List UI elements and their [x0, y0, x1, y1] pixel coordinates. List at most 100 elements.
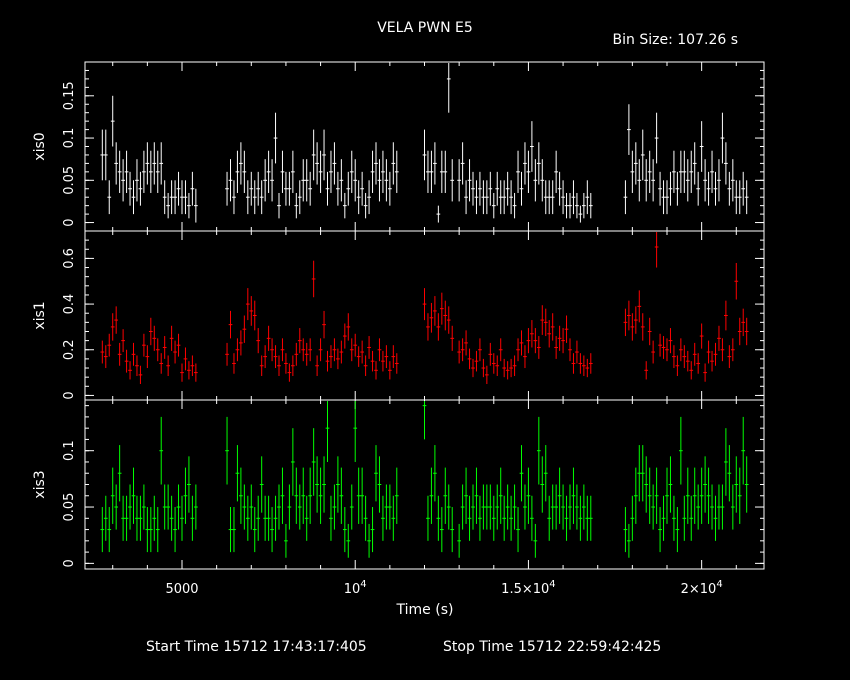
data-point	[571, 353, 576, 374]
data-point	[682, 345, 687, 369]
data-point	[661, 180, 666, 215]
data-point	[661, 495, 666, 541]
data-point	[637, 290, 642, 323]
data-point	[516, 150, 520, 193]
data-point	[284, 171, 288, 206]
data-point	[176, 171, 181, 206]
data-point	[502, 180, 507, 215]
data-point	[277, 484, 281, 530]
x-tick-label-exponent: 4	[716, 579, 722, 590]
data-point	[651, 484, 656, 530]
data-point	[242, 484, 247, 530]
data-point	[637, 159, 642, 202]
data-point	[557, 467, 562, 524]
data-point	[394, 353, 399, 374]
data-point	[308, 338, 313, 362]
data-point	[190, 171, 195, 206]
data-point	[249, 171, 254, 206]
data-point	[356, 467, 361, 524]
data-point	[568, 338, 572, 362]
data-point	[505, 171, 510, 206]
data-point	[502, 358, 507, 378]
data-point	[294, 192, 299, 219]
data-point	[356, 180, 361, 215]
data-point	[322, 310, 326, 339]
data-point	[152, 325, 157, 351]
data-point	[249, 296, 254, 326]
data-point	[568, 484, 572, 530]
data-point	[277, 355, 281, 377]
data-point	[491, 353, 496, 374]
data-point	[488, 342, 493, 366]
x-axis: 5000 104 1.5×104 2×104	[165, 579, 722, 597]
data-point	[730, 484, 735, 530]
data-point	[533, 523, 538, 558]
data-point	[263, 495, 268, 541]
data-point	[491, 192, 496, 219]
data-point	[391, 345, 396, 369]
data-point	[557, 171, 562, 206]
data-point	[360, 340, 365, 364]
data-point	[232, 353, 236, 374]
data-point	[142, 333, 146, 357]
y-tick-label: 0.1	[62, 128, 77, 149]
data-point	[301, 159, 306, 202]
data-point	[640, 313, 645, 341]
data-point	[717, 484, 721, 530]
data-point	[176, 333, 181, 357]
data-point	[637, 445, 642, 502]
data-point	[436, 495, 441, 541]
data-point	[387, 484, 392, 530]
data-point	[439, 292, 444, 325]
data-point	[512, 192, 517, 219]
data-point	[658, 333, 662, 357]
data-point	[180, 363, 184, 382]
data-point	[557, 325, 562, 351]
y-tick-label: 0.05	[62, 166, 77, 195]
data-point	[273, 345, 278, 369]
data-point	[311, 129, 316, 181]
y-tick-label: 0	[62, 218, 77, 226]
data-point	[387, 361, 392, 380]
data-point	[436, 205, 441, 223]
y-axis-label: xis1	[32, 301, 48, 329]
data-point	[730, 159, 735, 202]
data-point	[495, 355, 500, 377]
data-point	[498, 467, 503, 524]
data-point	[509, 495, 513, 541]
data-point	[717, 325, 721, 351]
data-point	[491, 495, 496, 541]
data-point	[724, 428, 728, 496]
data-point	[633, 467, 638, 524]
data-point	[651, 159, 656, 202]
data-point	[495, 171, 500, 206]
data-point	[523, 345, 527, 369]
data-point	[703, 363, 707, 382]
data-point	[526, 467, 531, 524]
data-point	[543, 445, 548, 502]
data-point	[384, 484, 389, 530]
data-point	[585, 358, 590, 378]
data-point	[297, 180, 302, 215]
data-point	[661, 336, 666, 359]
data-point	[436, 313, 441, 341]
data-point	[692, 467, 697, 524]
data-point	[523, 142, 527, 185]
data-point	[478, 171, 482, 206]
data-point	[290, 428, 295, 496]
data-point	[564, 192, 569, 219]
data-point	[287, 484, 292, 530]
data-point	[734, 456, 739, 513]
data-point	[117, 342, 122, 366]
data-point	[256, 495, 261, 541]
data-point	[665, 338, 669, 362]
data-point	[294, 342, 299, 366]
data-point	[696, 484, 701, 530]
data-point	[744, 180, 749, 215]
data-point	[706, 467, 711, 524]
data-point	[228, 310, 233, 339]
data-point	[100, 507, 105, 553]
data-point	[187, 192, 191, 219]
data-point	[329, 150, 333, 193]
data-point	[110, 95, 115, 147]
